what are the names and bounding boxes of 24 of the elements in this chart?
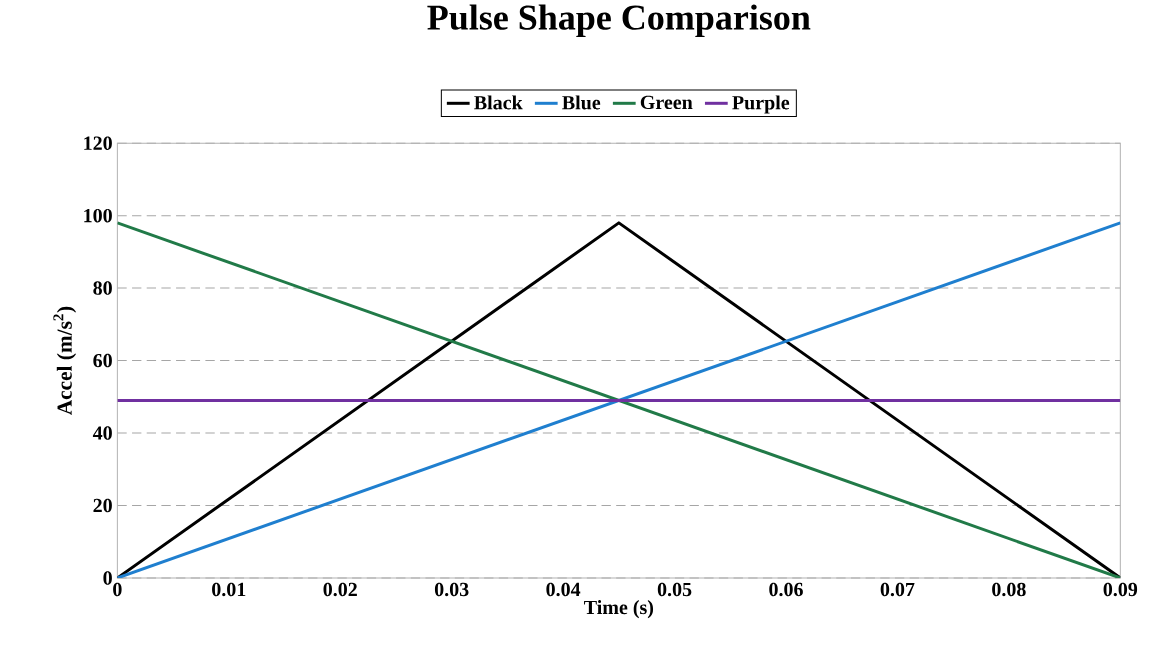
y-tick-label: 120 [84,136,112,150]
legend-label: Black [474,95,523,110]
y-tick-label: 80 [93,281,112,295]
y-tick-label: 20 [93,498,112,513]
x-tick-label: 0.07 [880,582,915,597]
y-tick-label: 100 [84,208,112,223]
x-tick-label: 0.04 [546,582,581,597]
y-tick-label: 0 [103,571,112,585]
x-tick-label: 0.06 [769,582,803,597]
x-tick-label: 0.02 [323,582,357,597]
y-tick-label: 60 [93,353,112,368]
chart-title: Pulse Shape Comparison [427,4,811,37]
x-tick-label: 0.05 [657,582,692,597]
x-tick-label: 0.08 [992,582,1026,597]
x-tick-label: 0.03 [434,582,469,597]
x-tick-label: 0 [113,582,122,597]
x-tick-label: 0.09 [1103,582,1138,597]
legend-label: Blue [562,95,601,110]
legend-label: Green [640,95,693,109]
x-axis-title: Time (s) [584,599,654,619]
legend-label: Purple [732,95,790,114]
y-tick-label: 40 [92,426,112,440]
x-tick-label: 0.01 [212,582,246,597]
y-axis-title: Accel (m/s$^{2}$) [53,306,77,415]
